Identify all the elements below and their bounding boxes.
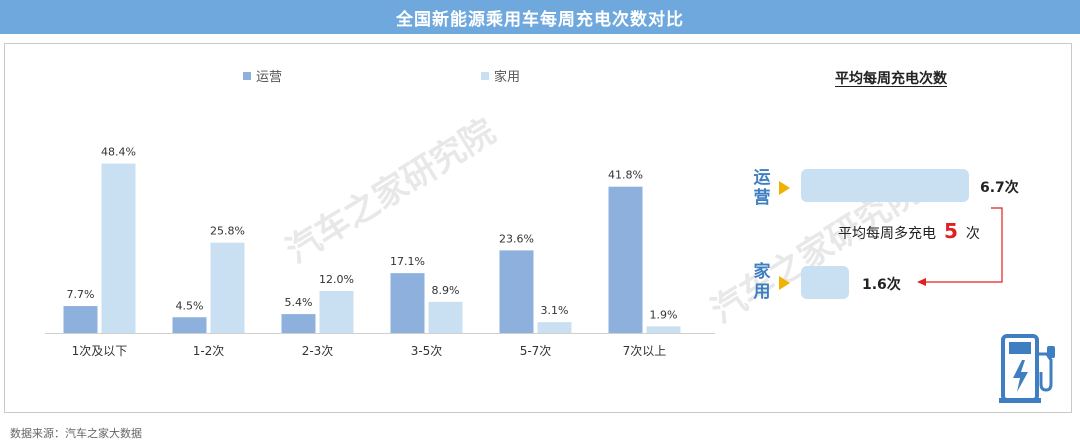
summary-bar-home [801,266,849,299]
bar-operation [63,306,98,333]
bar-home [646,326,681,333]
data-label: 23.6% [499,232,534,245]
summary-bar-operation [801,169,969,202]
bar-chart: 7.7% 48.4% 1次及以下 4.5% 25.8% 1-2次 5.4% 12.0% 2-3次… [45,146,715,358]
triangle-right-icon [779,276,790,290]
legend-label-home: 家用 [494,70,521,85]
legend-operation: 运营 [243,66,282,85]
bar-operation [281,314,316,333]
bar-operation [499,250,534,333]
data-label: 41.8% [608,169,643,182]
x-tick-label: 2-3次 [302,344,334,358]
data-label: 48.4% [101,146,136,159]
bar-home [537,322,572,333]
data-label: 12.0% [319,273,354,286]
difference-prefix: 平均每周多充电 [838,226,936,242]
difference-number: 5 [944,219,958,243]
data-label: 8.9% [432,284,460,297]
chart-panel: 汽车之家研究院 汽车之家研究院 7.7% 48.4% 1次及以下 4.5% 25.8% 1… [4,43,1072,413]
data-source: 数据来源：汽车之家大数据 [10,427,142,440]
x-tick-label: 1-2次 [193,344,225,358]
ev-charger-icon [999,334,1055,403]
x-tick-label: 1次及以下 [72,344,128,358]
data-label: 1.9% [650,308,678,321]
data-label: 17.1% [390,255,425,268]
summary-label-home-text: 家用 [753,262,771,302]
summary-value-home: 1.6次 [862,277,901,293]
legend-home: 家用 [481,66,520,85]
legend-swatch-home [481,71,489,80]
data-label: 4.5% [176,299,204,312]
data-label: 7.7% [67,288,95,301]
bar-home [210,242,245,333]
legend-swatch-operation [243,71,251,80]
summary-label-operation-text: 运营 [753,168,771,208]
bar-home [428,301,463,333]
bar-home [101,163,136,333]
data-label: 3.1% [541,304,569,317]
bar-operation [390,273,425,333]
difference-suffix: 次 [965,226,980,242]
data-label: 25.8% [210,225,245,238]
x-tick-label: 3-5次 [411,344,443,358]
legend-label-operation: 运营 [256,70,283,85]
summary-title: 平均每周充电次数 [835,71,947,87]
x-tick-label: 7次以上 [623,344,667,358]
difference-text: 平均每周多充电 5 次 [838,219,980,243]
bar-home [319,291,354,333]
data-label: 5.4% [285,296,313,309]
summary-value-operation: 6.7次 [980,180,1019,196]
summary-label-operation: 运营 [751,168,773,208]
page-title: 全国新能源乘用车每周充电次数对比 [0,0,1080,34]
triangle-right-icon [779,181,790,195]
x-tick-label: 5-7次 [520,344,552,358]
bar-operation [172,317,207,333]
summary-label-home: 家用 [751,262,773,302]
bar-operation [608,186,643,333]
